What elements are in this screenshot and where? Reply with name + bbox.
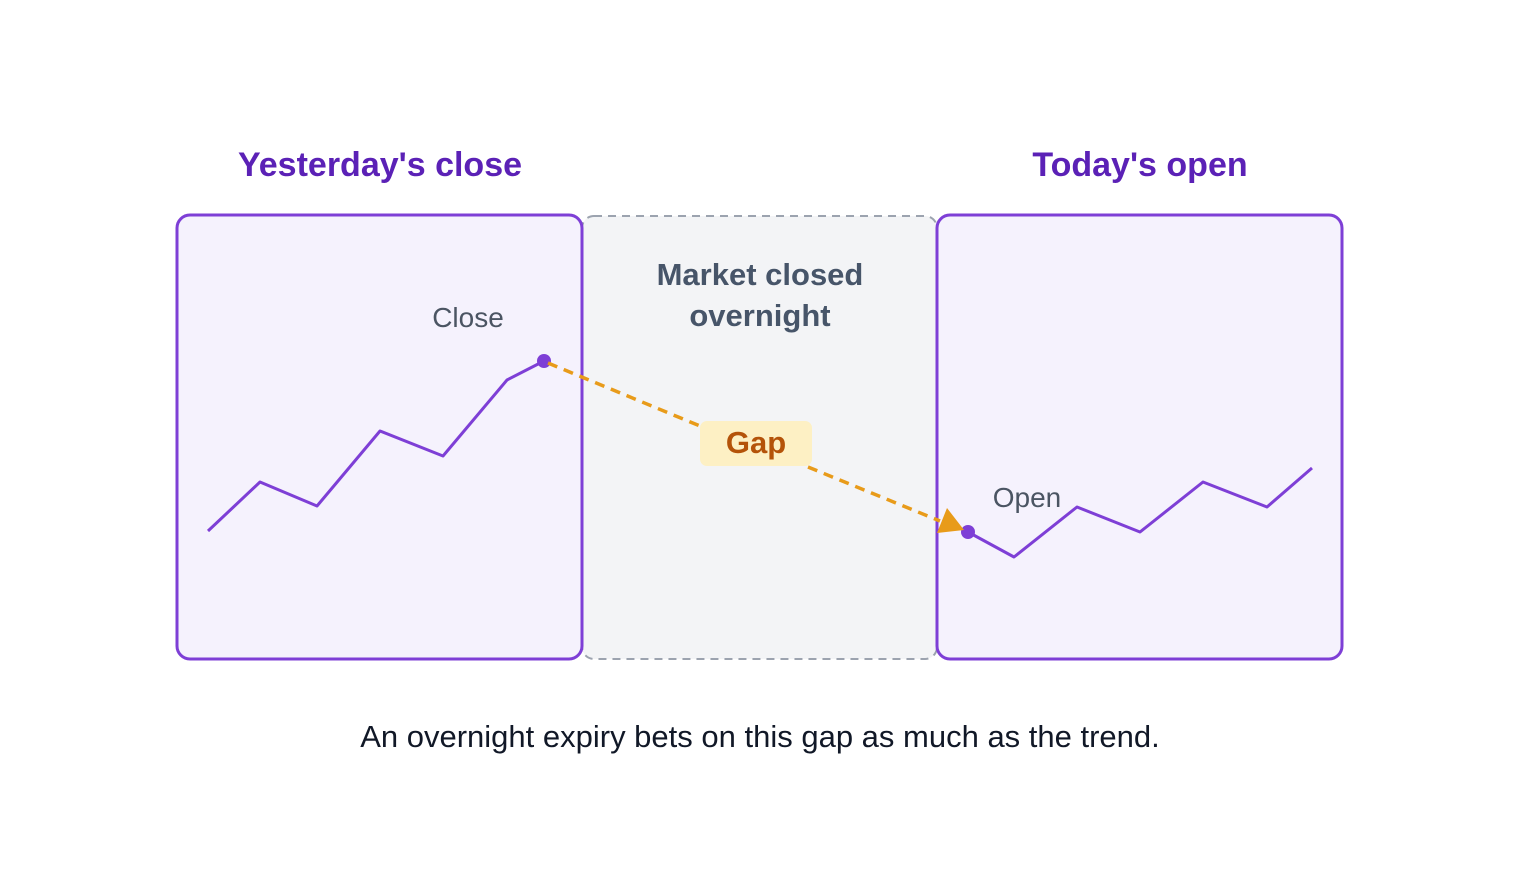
market-closed-label-line1: Market closed — [657, 257, 864, 292]
open-label: Open — [993, 482, 1062, 513]
gap-arrow-segment-2 — [807, 465, 941, 523]
yesterday-price-line — [206, 359, 545, 533]
yesterday-panel — [175, 213, 584, 661]
close-label: Close — [432, 302, 504, 333]
gap-arrow-segment-1 — [547, 361, 701, 428]
market-closed-label-line2: overnight — [689, 298, 830, 333]
today-panel — [935, 213, 1344, 661]
close-point — [537, 354, 551, 368]
left-heading: Yesterday's close — [238, 146, 522, 184]
right-heading: Today's open — [1032, 146, 1247, 184]
gap-badge — [700, 421, 812, 466]
gap-label: Gap — [726, 425, 786, 460]
today-price-line — [967, 466, 1313, 559]
caption: An overnight expiry bets on this gap as … — [360, 719, 1160, 754]
open-point — [961, 525, 975, 539]
gap-arrowhead-icon — [937, 508, 964, 533]
